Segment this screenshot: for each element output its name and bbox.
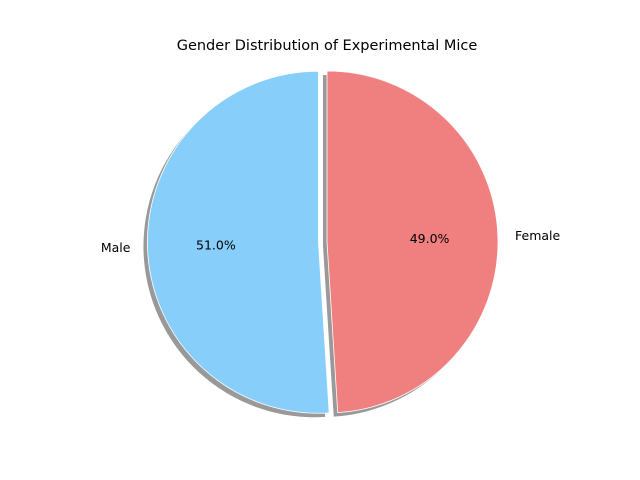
pct-label-male: 51.0% <box>196 237 236 252</box>
slice-label-female: Female <box>515 228 561 243</box>
pie-slice-male <box>147 70 330 414</box>
slice-label-male: Male <box>101 240 131 255</box>
pct-label-female: 49.0% <box>410 231 450 246</box>
pie-slice-female <box>326 70 499 414</box>
pie-label-layer: Male 51.0% Female 49.0% <box>101 228 561 255</box>
chart-title: Gender Distribution of Experimental Mice <box>177 38 478 54</box>
pie-slice-layer <box>147 70 499 414</box>
